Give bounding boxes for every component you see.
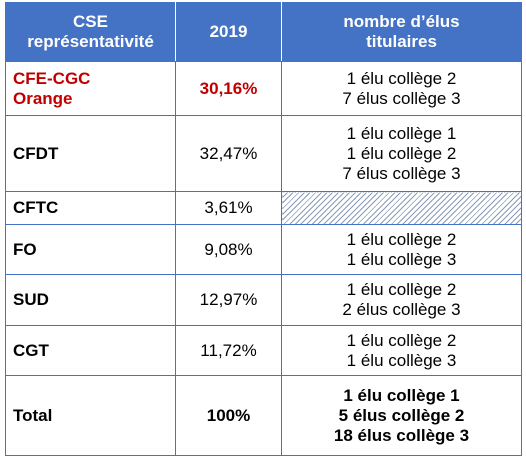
elus-cell: 1 élu collège 2 1 élu collège 3 bbox=[281, 325, 522, 376]
header-col1-line2: représentativité bbox=[27, 32, 154, 51]
header-col3-line1: nombre d’élus bbox=[343, 12, 460, 31]
union-name-cell: CFTC bbox=[5, 191, 176, 225]
elus-line: 2 élus collège 3 bbox=[342, 300, 461, 319]
table-row-fo: FO 9,08% 1 élu collège 2 1 élu collège 3 bbox=[5, 224, 522, 275]
table-header-row: CSE représentativité 2019 nombre d’élus … bbox=[5, 2, 522, 62]
table-row-cgt: CGT 11,72% 1 élu collège 2 1 élu collège… bbox=[5, 325, 522, 376]
elus-line: 1 élu collège 3 bbox=[346, 350, 457, 370]
header-col1-line1: CSE bbox=[73, 12, 108, 31]
elus-cell: 1 élu collège 2 7 élus collège 3 bbox=[281, 61, 522, 116]
union-name-cell: CFDT bbox=[5, 115, 176, 192]
header-col3-line2: titulaires bbox=[366, 32, 437, 51]
elus-line: 1 élu collège 2 bbox=[346, 143, 457, 163]
percentage-cell: 3,61% bbox=[175, 191, 282, 225]
elus-line: 1 élu collège 2 bbox=[346, 229, 457, 249]
elus-line: 1 élu collège 1 bbox=[346, 123, 457, 143]
elus-line: 1 élu collège 2 bbox=[346, 68, 457, 88]
percentage-cell: 30,16% bbox=[175, 61, 282, 116]
union-name-cell: FO bbox=[5, 224, 176, 275]
union-name-cell: CFE-CGC Orange bbox=[5, 61, 176, 116]
elus-line: 18 élus collège 3 bbox=[333, 425, 470, 445]
percentage-cell: 12,97% bbox=[175, 274, 282, 326]
union-name-cell: CGT bbox=[5, 325, 176, 376]
percentage-cell: 32,47% bbox=[175, 115, 282, 192]
elus-line: 7 élus collège 3 bbox=[342, 163, 461, 183]
elus-cell-empty-hatched bbox=[281, 191, 522, 225]
union-name-line2: Orange bbox=[13, 88, 73, 108]
elus-line: 1 élu collège 2 bbox=[346, 280, 457, 299]
percentage-cell: 11,72% bbox=[175, 325, 282, 376]
table-row-cftc: CFTC 3,61% bbox=[5, 191, 522, 225]
elus-line: 7 élus collège 3 bbox=[342, 88, 461, 108]
union-name-line1: CFE-CGC bbox=[13, 68, 91, 88]
table-row-cfdt: CFDT 32,47% 1 élu collège 1 1 élu collèg… bbox=[5, 115, 522, 192]
elus-cell: 1 élu collège 2 2 élus collège 3 bbox=[281, 274, 522, 326]
total-elus-cell: 1 élu collège 1 5 élus collège 2 18 élus… bbox=[281, 375, 522, 456]
elus-line: 1 élu collège 2 bbox=[346, 330, 457, 350]
header-nombre-elus: nombre d’élus titulaires bbox=[281, 2, 522, 62]
elus-cell: 1 élu collège 2 1 élu collège 3 bbox=[281, 224, 522, 275]
table-row-cfe-cgc: CFE-CGC Orange 30,16% 1 élu collège 2 7 … bbox=[5, 61, 522, 116]
total-label: Total bbox=[5, 375, 176, 456]
union-name-cell: SUD bbox=[5, 274, 176, 326]
elus-line: 1 élu collège 1 bbox=[343, 385, 460, 405]
elus-line: 1 élu collège 3 bbox=[346, 249, 457, 269]
header-year: 2019 bbox=[175, 2, 282, 62]
elus-line: 5 élus collège 2 bbox=[338, 405, 465, 425]
header-cse-representativite: CSE représentativité bbox=[5, 2, 176, 62]
table-row-sud: SUD 12,97% 1 élu collège 2 2 élus collèg… bbox=[5, 274, 522, 326]
percentage-cell: 9,08% bbox=[175, 224, 282, 275]
representativite-table: CSE représentativité 2019 nombre d’élus … bbox=[5, 2, 522, 456]
total-percentage: 100% bbox=[175, 375, 282, 456]
percentage-value: 30,16% bbox=[199, 78, 258, 98]
elus-cell: 1 élu collège 1 1 élu collège 2 7 élus c… bbox=[281, 115, 522, 192]
table-row-total: Total 100% 1 élu collège 1 5 élus collèg… bbox=[5, 375, 522, 456]
